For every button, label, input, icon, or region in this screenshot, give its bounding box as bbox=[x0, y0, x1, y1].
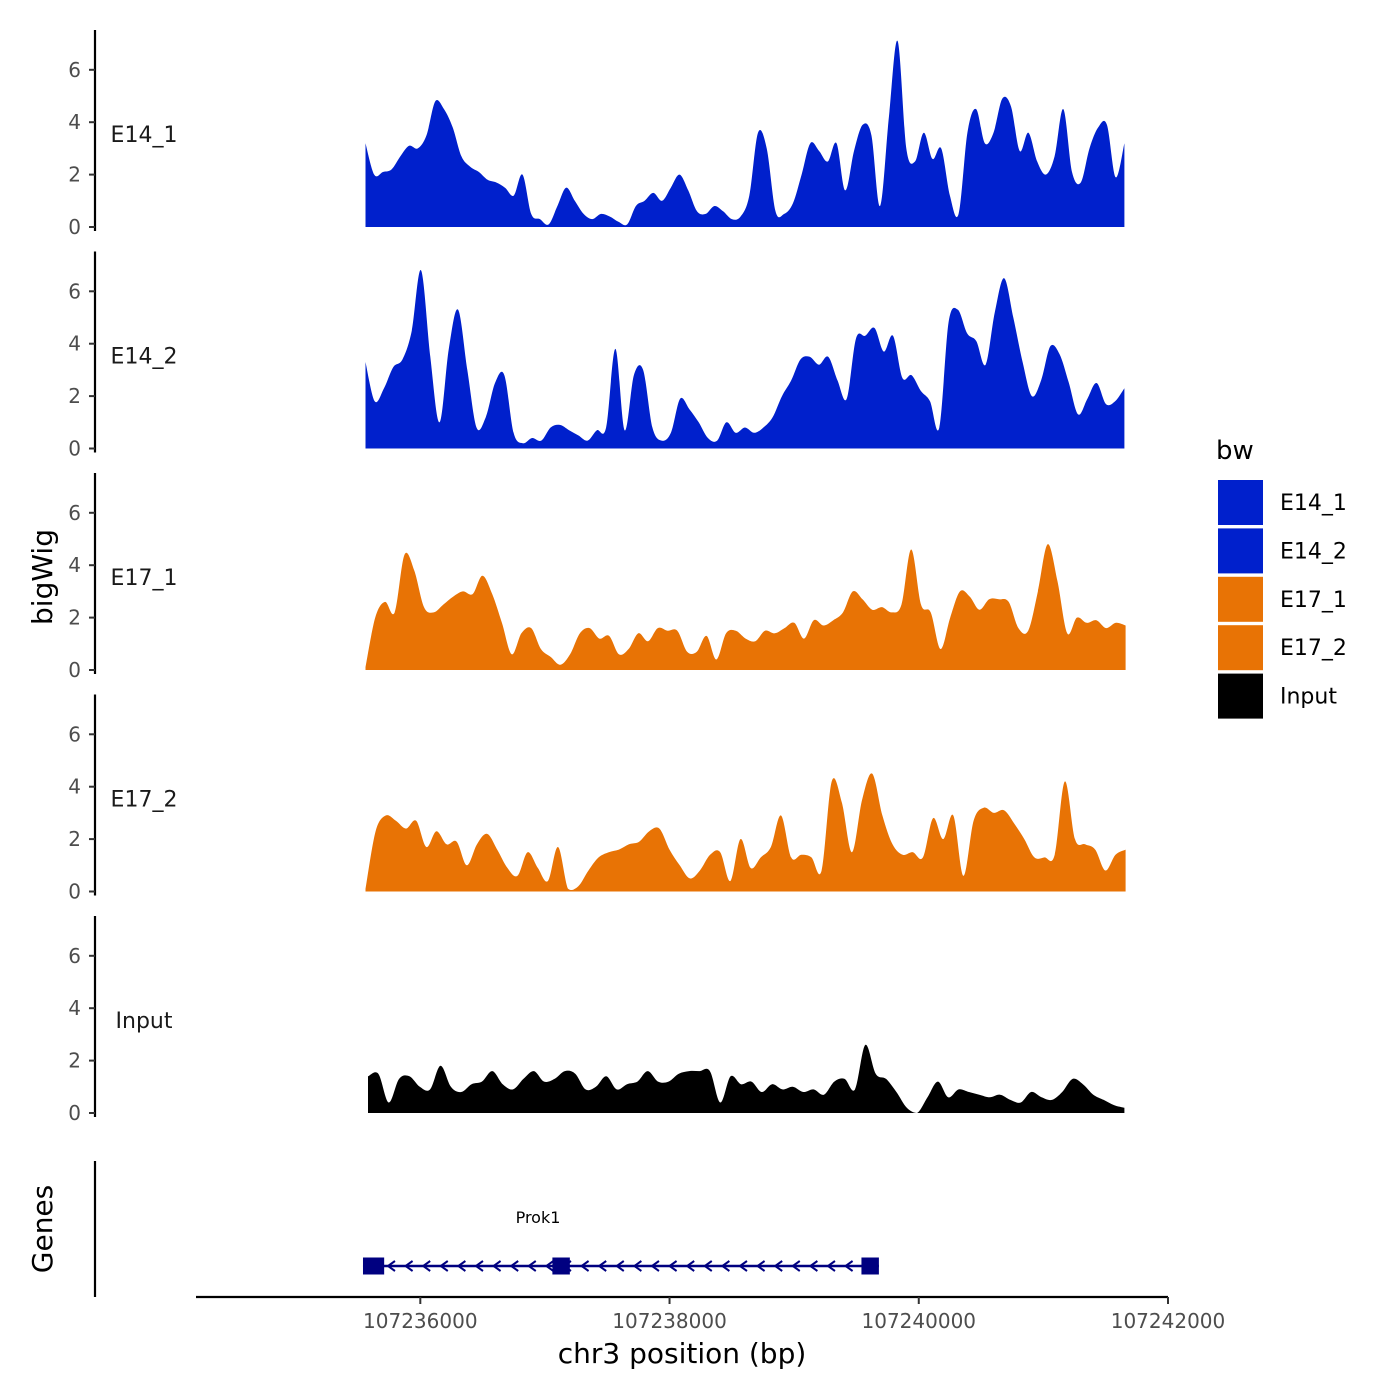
strand-arrow bbox=[826, 1260, 836, 1272]
legend-swatch bbox=[1218, 673, 1263, 719]
y-tick-label: 6 bbox=[68, 279, 81, 303]
strand-arrow bbox=[509, 1260, 519, 1272]
legend-swatch bbox=[1218, 576, 1263, 622]
x-tick-label: 107236000 bbox=[363, 1309, 478, 1333]
y-tick-label: 0 bbox=[68, 215, 81, 239]
y-tick-label: 2 bbox=[68, 827, 81, 851]
track-label: E14_2 bbox=[111, 345, 178, 370]
gene-label: Prok1 bbox=[516, 1208, 561, 1227]
legend-swatch bbox=[1218, 480, 1263, 525]
x-tick-label: 107242000 bbox=[1111, 1309, 1226, 1333]
legend-item-input: Input bbox=[1218, 673, 1337, 719]
strand-arrow bbox=[650, 1260, 660, 1272]
genes-panel: Prok1 bbox=[93, 1161, 879, 1297]
genes-panel-title: Genes bbox=[26, 1185, 59, 1273]
legend-label: E17_2 bbox=[1280, 636, 1347, 661]
strand-arrow bbox=[403, 1260, 414, 1272]
strand-arrow bbox=[773, 1260, 783, 1272]
y-axis-title: bigWig bbox=[26, 529, 59, 625]
y-tick-label: 2 bbox=[68, 384, 81, 408]
strand-arrow bbox=[738, 1260, 748, 1272]
strand-arrow bbox=[474, 1260, 484, 1272]
signal-area bbox=[368, 1044, 1125, 1113]
x-tick-label: 107240000 bbox=[862, 1309, 977, 1333]
legend-label: Input bbox=[1280, 685, 1337, 710]
track-e14-2: 0 2 4 6 E14_2 bbox=[68, 251, 1125, 461]
strand-arrow bbox=[615, 1260, 625, 1272]
y-tick-label: 4 bbox=[68, 332, 81, 356]
y-tick-label: 2 bbox=[68, 1049, 81, 1073]
legend-label: E14_2 bbox=[1280, 539, 1347, 564]
strand-arrow bbox=[791, 1260, 801, 1272]
strand-arrow bbox=[808, 1260, 818, 1272]
track-label: E14_1 bbox=[111, 123, 178, 148]
legend-item-e14-2: E14_2 bbox=[1218, 528, 1347, 574]
exon bbox=[552, 1257, 570, 1275]
strand-arrow bbox=[456, 1260, 466, 1272]
legend-item-e14-1: E14_1 bbox=[1218, 480, 1347, 525]
legend-title: bw bbox=[1216, 436, 1254, 466]
track-input: 0 2 4 6 Input bbox=[68, 916, 1125, 1125]
y-tick-label: 4 bbox=[68, 996, 81, 1020]
gene-prok1: Prok1 bbox=[362, 1208, 879, 1275]
signal-area bbox=[365, 40, 1125, 228]
y-tick-label: 0 bbox=[68, 1101, 81, 1125]
y-tick-label: 6 bbox=[68, 722, 81, 746]
legend-label: E17_1 bbox=[1280, 588, 1347, 613]
signal-area bbox=[365, 773, 1126, 892]
strand-arrow bbox=[439, 1260, 449, 1272]
y-tick-label: 4 bbox=[68, 553, 81, 577]
track-e17-1: 0 2 4 6 E17_1 bbox=[68, 473, 1126, 682]
track-e17-2: 0 2 4 6 E17_2 bbox=[68, 694, 1126, 904]
x-axis: 107236000 107238000 107240000 107242000 bbox=[196, 1295, 1226, 1333]
signal-area bbox=[365, 544, 1126, 670]
track-label: E17_1 bbox=[111, 566, 178, 591]
legend-swatch bbox=[1218, 625, 1263, 671]
x-tick-label: 107238000 bbox=[612, 1309, 727, 1333]
strand-arrow bbox=[667, 1260, 678, 1272]
signal-area bbox=[365, 270, 1125, 449]
strand-arrow bbox=[386, 1260, 396, 1272]
legend: bw E14_1 E14_2 E17_1 E17_2 Input bbox=[1216, 436, 1347, 719]
strand-arrow bbox=[843, 1260, 854, 1272]
y-tick-label: 4 bbox=[68, 110, 81, 134]
track-label: E17_2 bbox=[111, 788, 178, 813]
y-tick-label: 6 bbox=[68, 944, 81, 968]
track-label: Input bbox=[116, 1009, 173, 1034]
legend-item-e17-1: E17_1 bbox=[1218, 576, 1347, 622]
x-axis-title: chr3 position (bp) bbox=[558, 1337, 807, 1370]
y-tick-label: 4 bbox=[68, 775, 81, 799]
y-tick-label: 2 bbox=[68, 163, 81, 187]
strand-arrow bbox=[685, 1260, 695, 1272]
strand-arrow bbox=[579, 1260, 590, 1272]
strand-arrow bbox=[703, 1260, 713, 1272]
strand-arrow bbox=[421, 1260, 431, 1272]
strand-arrow bbox=[755, 1260, 766, 1272]
y-tick-label: 6 bbox=[68, 501, 81, 525]
exon bbox=[861, 1257, 879, 1275]
exon bbox=[362, 1257, 385, 1275]
y-tick-label: 2 bbox=[68, 606, 81, 630]
strand-arrow bbox=[597, 1260, 607, 1272]
legend-label: E14_1 bbox=[1280, 491, 1347, 516]
y-tick-label: 0 bbox=[68, 880, 81, 904]
track-e14-1: 0 2 4 6 E14_1 bbox=[68, 30, 1125, 239]
tracks-layer: 0 2 4 6 E14_1 0 2 4 6 E14_2 0 2 4 6 E17_1 0 2 4 6 E17_2 0 2 4 6… bbox=[68, 30, 1126, 1125]
strand-arrow bbox=[632, 1260, 642, 1272]
y-tick-label: 6 bbox=[68, 58, 81, 82]
y-tick-label: 0 bbox=[68, 658, 81, 682]
strand-arrow bbox=[544, 1260, 554, 1272]
legend-swatch bbox=[1218, 528, 1263, 574]
y-tick-label: 0 bbox=[68, 437, 81, 461]
legend-item-e17-2: E17_2 bbox=[1218, 625, 1347, 671]
strand-arrow bbox=[491, 1260, 502, 1272]
strand-arrow bbox=[720, 1260, 730, 1272]
strand-arrow bbox=[527, 1260, 537, 1272]
